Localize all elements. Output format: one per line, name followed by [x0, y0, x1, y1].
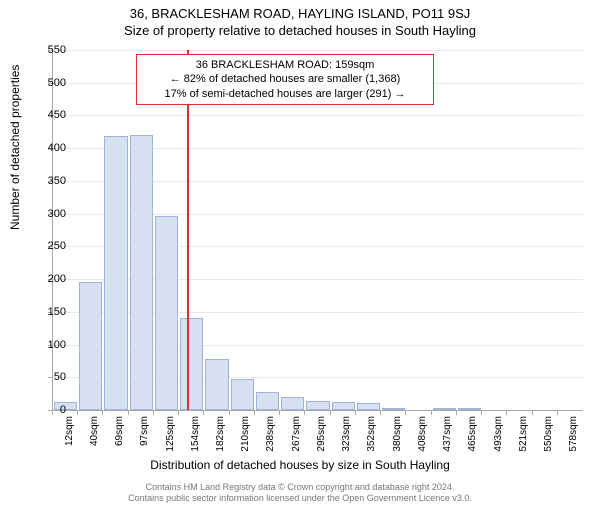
histogram-bar: [306, 401, 329, 410]
chart-container: 36, BRACKLESHAM ROAD, HAYLING ISLAND, PO…: [0, 6, 600, 506]
x-tick-mark: [178, 410, 179, 415]
x-tick-mark: [254, 410, 255, 415]
x-tick-mark: [405, 410, 406, 415]
x-tick-mark: [128, 410, 129, 415]
histogram-bar: [332, 402, 355, 410]
title-main: 36, BRACKLESHAM ROAD, HAYLING ISLAND, PO…: [0, 6, 600, 21]
y-tick-label: 150: [26, 306, 66, 318]
x-tick-label: 267sqm: [291, 416, 302, 452]
y-tick-label: 350: [26, 175, 66, 187]
y-tick-label: 300: [26, 208, 66, 220]
annotation-line: 36 BRACKLESHAM ROAD: 159sqm: [143, 58, 427, 72]
x-tick-label: 238sqm: [265, 416, 276, 452]
x-tick-mark: [456, 410, 457, 415]
x-tick-label: 154sqm: [190, 416, 201, 452]
x-tick-mark: [506, 410, 507, 415]
x-tick-label: 465sqm: [467, 416, 478, 452]
histogram-bar: [382, 408, 405, 410]
y-tick-label: 0: [26, 404, 66, 416]
x-tick-label: 493sqm: [493, 416, 504, 452]
x-tick-label: 125sqm: [165, 416, 176, 452]
x-tick-mark: [229, 410, 230, 415]
annotation-line: ← 82% of detached houses are smaller (1,…: [143, 72, 427, 86]
y-tick-label: 550: [26, 44, 66, 56]
x-tick-label: 323sqm: [341, 416, 352, 452]
x-tick-label: 210sqm: [240, 416, 251, 452]
footer: Contains HM Land Registry data © Crown c…: [0, 482, 600, 504]
title-sub: Size of property relative to detached ho…: [0, 23, 600, 38]
annotation-line: 17% of semi-detached houses are larger (…: [143, 87, 427, 101]
histogram-bar: [458, 408, 481, 410]
x-tick-mark: [153, 410, 154, 415]
x-tick-label: 437sqm: [442, 416, 453, 452]
x-tick-mark: [355, 410, 356, 415]
histogram-bar: [180, 318, 203, 410]
x-tick-mark: [330, 410, 331, 415]
histogram-bar: [130, 135, 153, 410]
histogram-bar: [104, 136, 127, 410]
grid-line: [53, 50, 583, 51]
annotation-box: 36 BRACKLESHAM ROAD: 159sqm ← 82% of det…: [136, 54, 434, 105]
histogram-bar: [256, 392, 279, 410]
x-tick-mark: [279, 410, 280, 415]
y-axis-label: Number of detached properties: [8, 65, 22, 230]
y-tick-label: 250: [26, 240, 66, 252]
grid-line: [53, 115, 583, 116]
histogram-bar: [205, 359, 228, 410]
x-tick-mark: [532, 410, 533, 415]
x-tick-mark: [304, 410, 305, 415]
x-tick-label: 408sqm: [417, 416, 428, 452]
x-tick-label: 380sqm: [392, 416, 403, 452]
x-tick-mark: [431, 410, 432, 415]
histogram-bar: [231, 379, 254, 410]
x-tick-label: 352sqm: [366, 416, 377, 452]
y-tick-label: 100: [26, 339, 66, 351]
y-tick-label: 400: [26, 142, 66, 154]
x-tick-label: 578sqm: [568, 416, 579, 452]
histogram-bar: [155, 216, 178, 410]
x-tick-label: 40sqm: [89, 416, 100, 446]
y-tick-label: 450: [26, 109, 66, 121]
footer-line: Contains public sector information licen…: [0, 493, 600, 504]
x-tick-label: 182sqm: [215, 416, 226, 452]
x-tick-mark: [481, 410, 482, 415]
y-tick-label: 500: [26, 77, 66, 89]
x-tick-mark: [203, 410, 204, 415]
x-tick-mark: [380, 410, 381, 415]
x-tick-mark: [77, 410, 78, 415]
x-tick-mark: [102, 410, 103, 415]
x-tick-label: 69sqm: [114, 416, 125, 446]
x-tick-label: 295sqm: [316, 416, 327, 452]
x-tick-label: 12sqm: [64, 416, 75, 446]
x-tick-mark: [557, 410, 558, 415]
x-tick-label: 97sqm: [139, 416, 150, 446]
y-tick-label: 50: [26, 371, 66, 383]
x-axis-label: Distribution of detached houses by size …: [0, 458, 600, 472]
histogram-bar: [79, 282, 102, 410]
x-tick-label: 550sqm: [543, 416, 554, 452]
histogram-bar: [281, 397, 304, 410]
x-tick-label: 521sqm: [518, 416, 529, 452]
histogram-bar: [433, 408, 456, 410]
histogram-bar: [357, 403, 380, 410]
footer-line: Contains HM Land Registry data © Crown c…: [0, 482, 600, 493]
y-tick-label: 200: [26, 273, 66, 285]
